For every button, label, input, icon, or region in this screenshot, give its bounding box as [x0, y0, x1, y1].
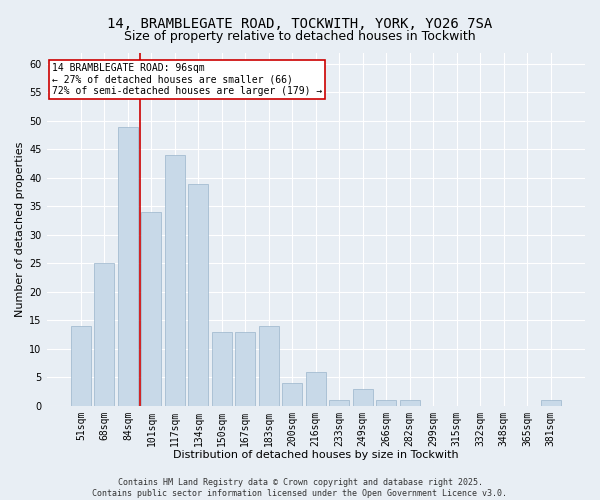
Bar — [283, 383, 302, 406]
Bar — [118, 126, 138, 406]
Bar — [165, 155, 185, 406]
Text: Size of property relative to detached houses in Tockwith: Size of property relative to detached ho… — [124, 30, 476, 43]
Bar — [142, 212, 161, 406]
Bar — [71, 326, 91, 406]
Y-axis label: Number of detached properties: Number of detached properties — [15, 142, 25, 317]
Bar — [541, 400, 560, 406]
X-axis label: Distribution of detached houses by size in Tockwith: Distribution of detached houses by size … — [173, 450, 458, 460]
Bar — [235, 332, 256, 406]
Bar — [306, 372, 326, 406]
Bar — [376, 400, 396, 406]
Text: Contains HM Land Registry data © Crown copyright and database right 2025.
Contai: Contains HM Land Registry data © Crown c… — [92, 478, 508, 498]
Bar — [400, 400, 419, 406]
Text: 14, BRAMBLEGATE ROAD, TOCKWITH, YORK, YO26 7SA: 14, BRAMBLEGATE ROAD, TOCKWITH, YORK, YO… — [107, 18, 493, 32]
Bar — [94, 264, 115, 406]
Bar — [259, 326, 279, 406]
Bar — [188, 184, 208, 406]
Text: 14 BRAMBLEGATE ROAD: 96sqm
← 27% of detached houses are smaller (66)
72% of semi: 14 BRAMBLEGATE ROAD: 96sqm ← 27% of deta… — [52, 63, 322, 96]
Bar — [212, 332, 232, 406]
Bar — [353, 388, 373, 406]
Bar — [329, 400, 349, 406]
